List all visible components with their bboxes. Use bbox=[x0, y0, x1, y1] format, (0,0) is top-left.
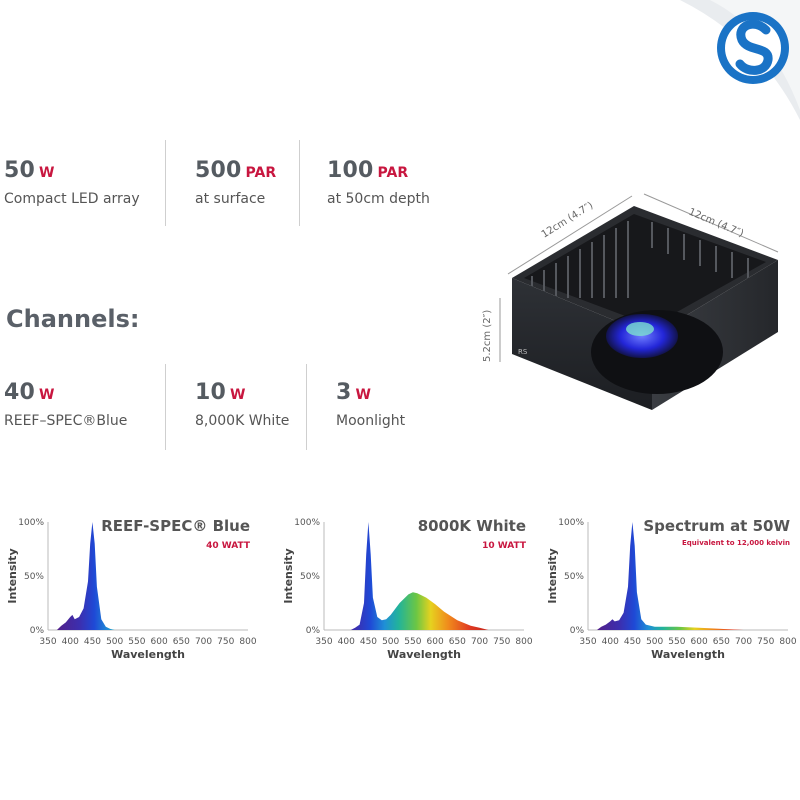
y-tick-label: 50% bbox=[24, 572, 44, 582]
x-tick-label: 650 bbox=[173, 637, 190, 647]
x-tick-label: 800 bbox=[515, 637, 532, 647]
x-tick-label: 600 bbox=[427, 637, 444, 647]
channel-caption: 8,000K White bbox=[195, 413, 290, 429]
y-tick-label: 100% bbox=[558, 518, 584, 528]
x-axis-label: Wavelength bbox=[387, 648, 461, 661]
product-image: 12cm (4.7″) 12cm (4.7″) 5.2cm (2″) RS bbox=[472, 186, 792, 416]
x-tick-label: 500 bbox=[382, 637, 399, 647]
y-axis-label: Intensity bbox=[6, 548, 19, 603]
spec-caption: Compact LED array bbox=[4, 191, 140, 207]
x-tick-label: 450 bbox=[84, 637, 101, 647]
chart-plot: 100% 50% 0%350 400 450 500 550 600 650 700 750 800 W… bbox=[546, 518, 797, 661]
chart-plot: 100% 50% 0%350 400 450 500 550 600 650 700 750 800 W… bbox=[282, 518, 533, 661]
channel-unit: W bbox=[230, 387, 246, 403]
x-tick-label: 400 bbox=[62, 637, 79, 647]
x-axis-label: Wavelength bbox=[111, 648, 185, 661]
spectrum-chart-blue: 100% 50% 0% 350 400 450 500 550 600 650 700 750 800 W… bbox=[0, 505, 260, 675]
x-tick-label: 650 bbox=[713, 637, 730, 647]
y-axis-label: Intensity bbox=[282, 548, 295, 603]
spec-value: 500 bbox=[195, 158, 242, 183]
x-tick-label: 450 bbox=[624, 637, 641, 647]
channel-unit: W bbox=[39, 387, 55, 403]
channel-unit: W bbox=[355, 387, 371, 403]
x-tick-label: 700 bbox=[471, 637, 488, 647]
chart-title: 8000K White bbox=[417, 517, 526, 535]
x-tick-label: 400 bbox=[338, 637, 355, 647]
chart-subtitle: Equivalent to 12,000 kelvin bbox=[682, 539, 790, 547]
spec-unit: PAR bbox=[377, 165, 409, 181]
channel-white: 10 W 8,000K White bbox=[195, 380, 289, 429]
x-tick-label: 750 bbox=[757, 637, 774, 647]
channel-value: 3 bbox=[336, 380, 352, 405]
chart-title: Spectrum at 50W bbox=[643, 517, 790, 535]
x-tick-label: 450 bbox=[360, 637, 377, 647]
spec-power: 50 W Compact LED array bbox=[4, 158, 140, 207]
spec-value: 50 bbox=[4, 158, 36, 183]
x-tick-label: 750 bbox=[493, 637, 510, 647]
y-tick-label: 50% bbox=[300, 572, 320, 582]
x-tick-label: 800 bbox=[239, 637, 256, 647]
x-tick-label: 350 bbox=[579, 637, 596, 647]
x-axis-label: Wavelength bbox=[651, 648, 725, 661]
divider bbox=[299, 140, 300, 226]
chart-subtitle: 10 WATT bbox=[482, 541, 526, 551]
brand-logo bbox=[670, 0, 800, 120]
x-tick-label: 800 bbox=[779, 637, 796, 647]
channels-title: Channels: bbox=[6, 305, 140, 333]
spectrum-chart-combined: 100% 50% 0% 350 400 450 500 550 600 650 700 750 800 W… bbox=[540, 505, 800, 675]
channel-blue: 40 W REEF–SPEC®Blue bbox=[4, 380, 127, 429]
y-tick-label: 100% bbox=[18, 518, 44, 528]
channel-value: 10 bbox=[195, 380, 227, 405]
channel-caption: Moonlight bbox=[336, 413, 406, 429]
chart-plot: 100% 50% 0%350 400 450 500 550 600 650 700 750 800 W… bbox=[6, 518, 257, 661]
x-tick-label: 550 bbox=[404, 637, 421, 647]
divider bbox=[165, 364, 166, 450]
x-tick-label: 350 bbox=[39, 637, 56, 647]
x-tick-label: 600 bbox=[691, 637, 708, 647]
x-tick-label: 500 bbox=[106, 637, 123, 647]
y-tick-label: 0% bbox=[306, 626, 321, 636]
spectrum-area bbox=[56, 522, 115, 630]
spec-caption: at 50cm depth bbox=[327, 191, 430, 207]
y-tick-label: 0% bbox=[570, 626, 585, 636]
x-tick-label: 600 bbox=[151, 637, 168, 647]
spec-par-surface: 500 PAR at surface bbox=[195, 158, 276, 207]
spectrum-area bbox=[596, 522, 744, 630]
chart-title: REEF-SPEC® Blue bbox=[101, 517, 250, 535]
svg-text:RS: RS bbox=[518, 348, 528, 356]
channel-caption: REEF–SPEC®Blue bbox=[4, 413, 128, 429]
x-tick-label: 350 bbox=[315, 637, 332, 647]
x-tick-label: 500 bbox=[646, 637, 663, 647]
x-tick-label: 550 bbox=[128, 637, 145, 647]
divider bbox=[306, 364, 307, 450]
y-tick-label: 50% bbox=[564, 572, 584, 582]
y-tick-label: 100% bbox=[294, 518, 320, 528]
spectrum-chart-white: 100% 50% 0% 350 400 450 500 550 600 650 700 750 800 W… bbox=[276, 505, 536, 675]
spec-unit: PAR bbox=[245, 165, 277, 181]
channel-value: 40 bbox=[4, 380, 36, 405]
x-tick-label: 700 bbox=[195, 637, 212, 647]
x-tick-label: 550 bbox=[668, 637, 685, 647]
spec-value: 100 bbox=[327, 158, 374, 183]
x-tick-label: 700 bbox=[735, 637, 752, 647]
dimension-height-label: 5.2cm (2″) bbox=[482, 310, 493, 362]
x-tick-label: 650 bbox=[449, 637, 466, 647]
chart-subtitle: 40 WATT bbox=[206, 541, 250, 551]
spectrum-area bbox=[350, 522, 489, 630]
x-tick-label: 750 bbox=[217, 637, 234, 647]
y-tick-label: 0% bbox=[30, 626, 45, 636]
x-tick-label: 400 bbox=[602, 637, 619, 647]
divider bbox=[165, 140, 166, 226]
y-axis-label: Intensity bbox=[546, 548, 559, 603]
spec-par-depth: 100 PAR at 50cm depth bbox=[327, 158, 430, 207]
spec-caption: at surface bbox=[195, 191, 266, 207]
spec-unit: W bbox=[39, 165, 55, 181]
